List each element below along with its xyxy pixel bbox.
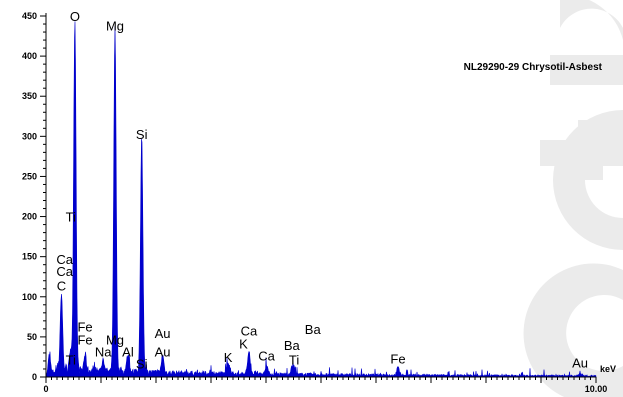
x-tick-label-start: 0 [43,384,48,394]
peak-label: Ti [66,352,76,367]
peak-label: Ca [241,323,258,338]
spectrum-series [45,21,597,378]
axes: 0 50 100 150 200 250 300 350 400 450 [22,11,597,383]
peak-label: Mg [106,332,124,347]
peak-label: Ba [284,338,301,353]
peak-label: Au [155,326,171,341]
y-tick-label: 0 [32,372,37,382]
peak-label: Si [136,127,148,142]
chart-title: NL29290-29 Chrysotil-Asbest [464,62,603,73]
peak-label: Fe [390,352,405,367]
peak-label: Fe [77,332,92,347]
peak-label: Mg [106,19,124,34]
peak-label: Ca [56,264,73,279]
y-tick-label: 250 [22,171,37,181]
x-unit-label: keV [600,364,616,374]
peak-label: Ba [305,322,322,337]
peak-label: Na [95,344,112,359]
spectrum-area [45,21,597,378]
peak-label: Ca [56,252,73,267]
y-tick-label: 50 [27,332,37,342]
y-tick-label: 100 [22,292,37,302]
peak-label: Ti [66,210,76,225]
y-tick-label: 150 [22,252,37,262]
peak-label: C [57,279,66,294]
y-tick-label: 300 [22,131,37,141]
peak-label: Si [136,356,148,371]
y-ticks: 0 50 100 150 200 250 300 350 400 450 [22,11,46,382]
y-tick-label: 200 [22,212,37,222]
peak-label: Au [572,356,588,371]
x-ticks [45,377,597,383]
peak-label: Al [122,344,134,359]
peak-label: Ti [289,352,299,367]
x-tick-label-end: 10.00 [585,384,608,394]
peak-label: O [70,9,80,24]
peak-label: Au [155,344,171,359]
peak-label: K [224,350,233,365]
y-tick-label: 400 [22,51,37,61]
watermark-logo [523,0,623,397]
y-tick-label: 450 [22,11,37,21]
peak-label: K [239,336,248,351]
peak-label: Ca [258,348,275,363]
y-tick-label: 350 [22,91,37,101]
peak-label: Fe [77,319,92,334]
